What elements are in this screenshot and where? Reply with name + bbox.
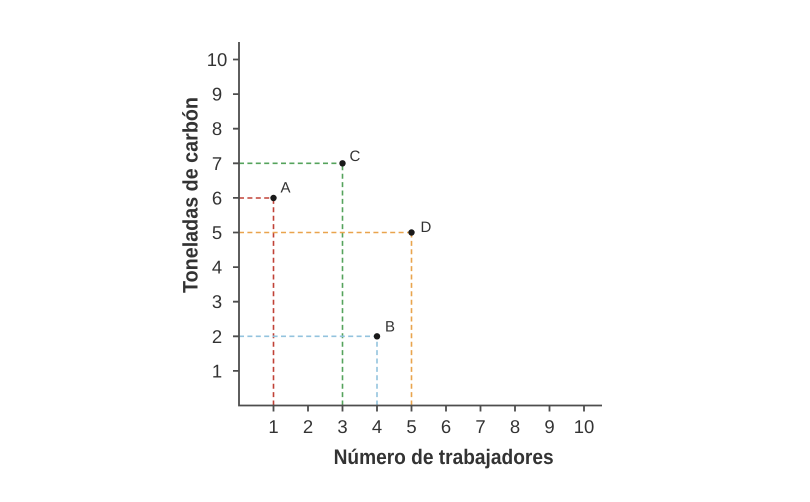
svg-text:8: 8	[212, 118, 222, 139]
svg-text:6: 6	[441, 416, 451, 437]
svg-text:6: 6	[212, 187, 222, 208]
svg-text:B: B	[385, 319, 395, 336]
svg-text:9: 9	[212, 84, 222, 105]
svg-text:Toneladas de carbón: Toneladas de carbón	[180, 97, 203, 293]
svg-text:9: 9	[544, 416, 554, 437]
svg-text:2: 2	[303, 416, 313, 437]
svg-text:10: 10	[207, 49, 228, 70]
svg-text:3: 3	[212, 291, 222, 312]
svg-text:Número de trabajadores: Número de trabajadores	[334, 446, 554, 469]
svg-text:1: 1	[268, 416, 278, 437]
svg-text:1: 1	[212, 360, 222, 381]
svg-text:7: 7	[212, 153, 222, 174]
svg-text:C: C	[350, 148, 361, 165]
svg-text:7: 7	[475, 416, 485, 437]
svg-text:4: 4	[212, 257, 222, 278]
svg-text:4: 4	[372, 416, 382, 437]
svg-text:5: 5	[406, 416, 416, 437]
svg-text:10: 10	[574, 416, 595, 437]
svg-text:2: 2	[212, 326, 222, 347]
svg-text:8: 8	[510, 416, 520, 437]
svg-text:D: D	[421, 219, 432, 236]
svg-text:3: 3	[337, 416, 347, 437]
svg-text:A: A	[281, 180, 291, 197]
svg-text:5: 5	[212, 222, 222, 243]
